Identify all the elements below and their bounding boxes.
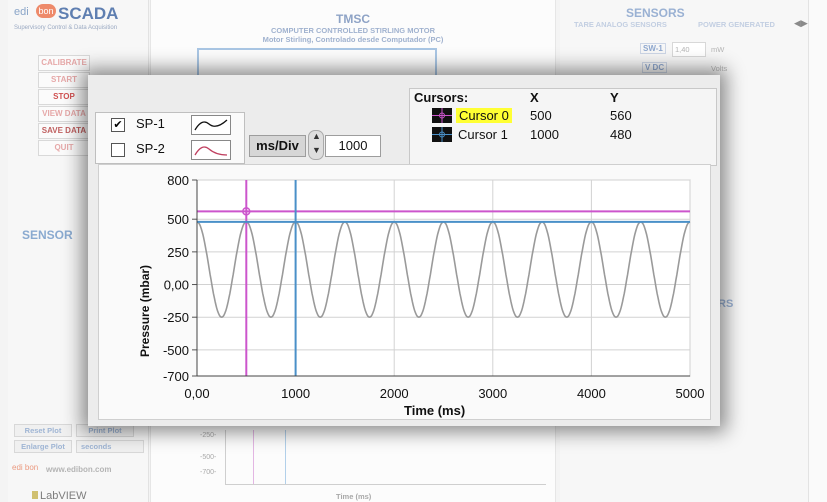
center-subtitle-2: Motor Stirling, Controlado desde Computa…	[262, 35, 444, 44]
sp1-checkbox[interactable]: ✔	[111, 118, 125, 132]
cursor-1-name[interactable]: Cursor 1	[458, 127, 508, 142]
sensors-left-title: SENSOR	[22, 228, 73, 242]
cursor-y-header: Y	[610, 90, 619, 105]
sw1-label: SW-1	[640, 43, 666, 54]
tab-power-generated[interactable]: POWER GENERATED	[698, 20, 775, 29]
logo-bon: bon	[36, 4, 56, 18]
bg-cursor-1	[285, 430, 286, 484]
cursor-panel	[409, 88, 717, 166]
bg-cursor-0	[253, 430, 254, 484]
vdc-label: V DC	[642, 62, 668, 73]
ms-div-label: ms/Div	[249, 135, 306, 157]
sp2-line-icon[interactable]	[191, 140, 231, 160]
cursor-0-x[interactable]: 500	[530, 108, 552, 123]
edibon-small-logo: edi bon	[12, 463, 39, 472]
cursor-1-x[interactable]: 1000	[530, 127, 559, 142]
y-tick-label: 800	[167, 173, 189, 188]
x-tick-label: 2000	[380, 386, 409, 401]
cursor-1-y[interactable]: 480	[610, 127, 632, 142]
stop-button[interactable]: STOP	[38, 89, 90, 105]
cursor-0-marker	[242, 207, 251, 216]
sp1-legend-label: SP-1	[136, 116, 165, 131]
bg-plot-frame	[225, 430, 546, 485]
volts-unit: Volts	[711, 64, 728, 73]
sp2-legend-label: SP-2	[136, 141, 165, 156]
website-link[interactable]: www.edibon.com	[46, 465, 112, 474]
y-tick-label: -700	[163, 369, 189, 384]
cursor-x-header: X	[530, 90, 539, 105]
reset-plot-button[interactable]: Reset Plot	[14, 424, 72, 437]
tab-arrows-icon[interactable]: ◀▶	[794, 18, 808, 28]
sensors-right-title: SENSORS	[626, 6, 685, 20]
diagram-outline	[197, 48, 437, 78]
cursor-0-icon[interactable]	[432, 108, 452, 123]
y-tick-label: -500	[163, 343, 189, 358]
tab-tare-analog-sensors[interactable]: TARE ANALOG SENSORS	[574, 20, 667, 29]
x-tick-label: 1000	[281, 386, 310, 401]
ms-div-spinner[interactable]	[308, 130, 324, 160]
logo-subtitle: Supervisory Control & Data Acquisition	[14, 25, 118, 31]
seconds-select[interactable]: seconds	[76, 440, 144, 453]
plot-background	[196, 179, 691, 377]
y-tick-label: 250	[167, 245, 189, 260]
right-section-title: RS	[718, 298, 734, 310]
sw1-value: 1,40	[672, 42, 706, 57]
bg-y-tick: -250-	[200, 432, 217, 439]
center-title: TMSC	[336, 12, 370, 26]
cursor-0-y[interactable]: 560	[610, 108, 632, 123]
sp1-line-icon[interactable]	[191, 115, 231, 135]
labview-logo: LabVIEW	[40, 490, 87, 502]
labview-icon	[32, 491, 38, 499]
calibrate-button[interactable]: CALIBRATE	[38, 55, 90, 71]
spin-down-icon[interactable]: ▼	[312, 145, 321, 155]
y-tick-label: 500	[167, 212, 189, 227]
y-tick-label: -250	[163, 310, 189, 325]
center-subtitle-1: COMPUTER CONTROLLED STIRLING MOTOR	[270, 26, 436, 35]
x-axis-label: Time (ms)	[404, 403, 466, 418]
cursor-0-name[interactable]: Cursor 0	[456, 108, 512, 123]
logo-scada: SCADA	[58, 4, 119, 23]
y-axis-label: Pressure (mbar)	[138, 264, 152, 357]
sw1-unit: mW	[711, 45, 725, 54]
logo-edi: edi	[14, 6, 29, 18]
cursor-1-icon[interactable]	[432, 127, 452, 142]
ms-div-input[interactable]: 1000	[325, 135, 381, 157]
vertical-scrollbar[interactable]	[808, 0, 827, 502]
bg-y-tick: -700-	[200, 469, 217, 476]
cursors-header: Cursors:	[414, 90, 469, 105]
x-tick-label: 4000	[577, 386, 606, 401]
x-tick-label: 5000	[676, 386, 705, 401]
enlarge-plot-button[interactable]: Enlarge Plot	[14, 440, 72, 453]
bg-y-tick: -500-	[200, 454, 217, 461]
x-tick-label: 3000	[478, 386, 507, 401]
sp2-checkbox[interactable]	[111, 143, 125, 157]
x-tick-label: 0,00	[184, 386, 209, 401]
bg-time-label: Time (ms)	[336, 492, 372, 501]
y-tick-label: 0,00	[164, 278, 189, 293]
spin-up-icon[interactable]: ▲	[312, 131, 321, 141]
